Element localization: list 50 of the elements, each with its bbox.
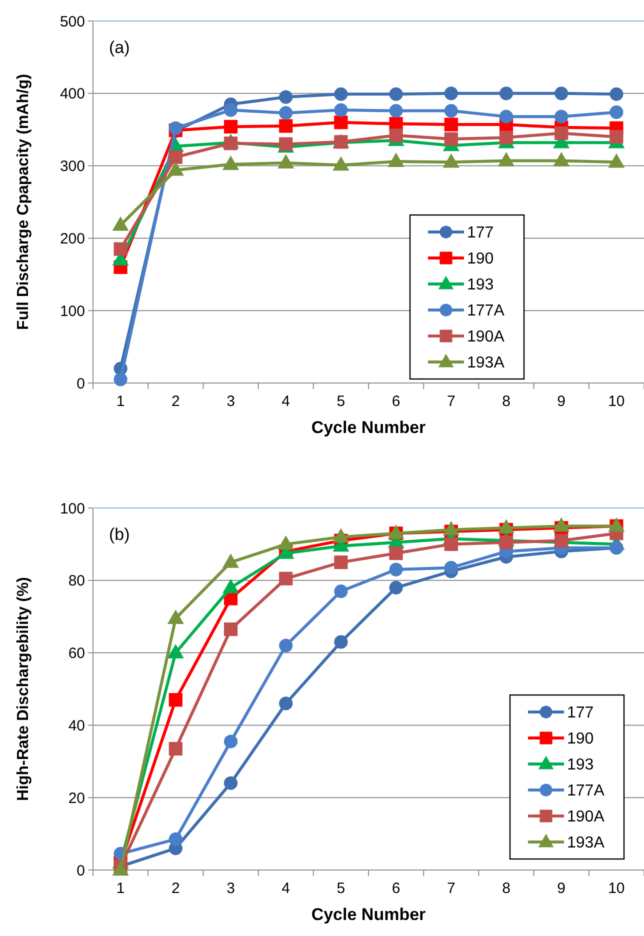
x-tick-label: 3 bbox=[226, 393, 235, 410]
legend-label: 177 bbox=[467, 224, 494, 242]
x-tick-label: 4 bbox=[282, 880, 290, 897]
legend-label: 193 bbox=[467, 276, 494, 294]
y-tick-label: 400 bbox=[60, 86, 85, 103]
legend-label: 190A bbox=[567, 808, 605, 826]
x-tick-label: 1 bbox=[116, 393, 125, 410]
y-tick-label: 100 bbox=[60, 500, 85, 518]
legend-label: 177 bbox=[567, 704, 594, 722]
x-tick-label: 3 bbox=[226, 880, 235, 897]
y-tick-label: 300 bbox=[60, 158, 85, 176]
x-tick-label: 10 bbox=[608, 393, 625, 410]
legend-label: 177A bbox=[567, 782, 605, 800]
legend-label: 190A bbox=[467, 328, 505, 346]
legend-label: 193A bbox=[467, 354, 505, 372]
x-tick-label: 8 bbox=[502, 880, 510, 897]
x-tick-label: 2 bbox=[171, 880, 180, 897]
annotation: (a) bbox=[109, 38, 130, 57]
annotation: (b) bbox=[109, 525, 130, 544]
x-tick-label: 1 bbox=[116, 880, 125, 897]
x-tick-label: 5 bbox=[336, 393, 346, 410]
x-tick-label: 10 bbox=[608, 880, 625, 897]
legend-label: 190 bbox=[567, 730, 594, 748]
y-tick-label: 200 bbox=[60, 230, 85, 248]
y-tick-label: 0 bbox=[76, 375, 85, 392]
y-tick-label: 0 bbox=[76, 862, 85, 880]
x-tick-label: 4 bbox=[282, 393, 290, 410]
y-axis-title: Full Discharge Cpapacity (mAh/g) bbox=[15, 74, 32, 330]
x-axis-title: Cycle Number bbox=[311, 418, 426, 437]
x-tick-label: 8 bbox=[502, 393, 510, 410]
x-tick-label: 5 bbox=[336, 880, 346, 897]
legend-label: 193A bbox=[567, 834, 605, 852]
y-tick-label: 40 bbox=[68, 717, 85, 734]
x-tick-label: 6 bbox=[392, 880, 400, 897]
x-tick-label: 9 bbox=[557, 393, 566, 410]
y-tick-label: 20 bbox=[68, 790, 85, 807]
x-tick-label: 9 bbox=[557, 880, 566, 897]
y-tick-label: 60 bbox=[68, 645, 85, 662]
legend-label: 193 bbox=[567, 756, 594, 774]
y-axis-title: High-Rate Dischargebility (%) bbox=[15, 576, 32, 802]
y-tick-label: 100 bbox=[60, 302, 85, 320]
x-tick-label: 7 bbox=[446, 880, 456, 897]
x-axis-title: Cycle Number bbox=[311, 905, 426, 924]
y-tick-label: 80 bbox=[68, 572, 85, 590]
x-tick-label: 7 bbox=[446, 393, 456, 410]
legend-label: 190 bbox=[467, 250, 494, 268]
y-tick-label: 500 bbox=[60, 13, 85, 30]
legend-label: 177A bbox=[467, 302, 505, 320]
x-tick-label: 6 bbox=[392, 393, 400, 410]
x-tick-label: 2 bbox=[171, 393, 180, 410]
